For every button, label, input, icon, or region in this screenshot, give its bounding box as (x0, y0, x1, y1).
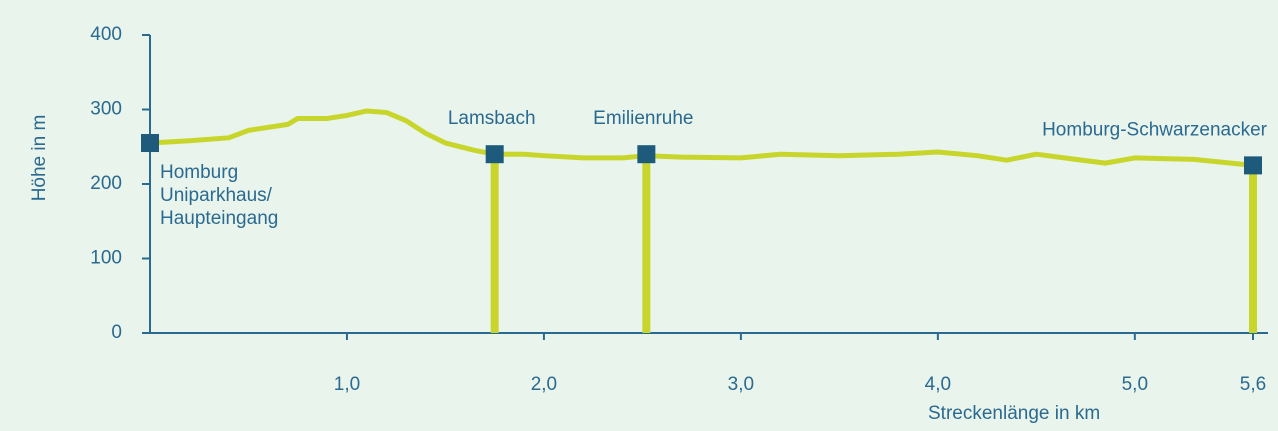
waypoint-marker (485, 145, 504, 164)
y-axis-title: Höhe in m (29, 115, 50, 202)
y-tick-label: 300 (90, 99, 122, 120)
x-tick-label: 4,0 (925, 374, 951, 395)
waypoint-label: Haupteingang (160, 208, 278, 229)
x-tick-label: 2,0 (531, 374, 557, 395)
x-axis-title: Streckenlänge in km (928, 403, 1100, 424)
waypoint-label: Homburg (160, 162, 238, 183)
waypoint-label: Uniparkhaus/ (160, 185, 273, 206)
waypoint-label: Emilienruhe (593, 108, 693, 129)
stem (490, 154, 499, 333)
y-tick-label: 0 (111, 322, 122, 343)
x-tick-label: 5,6 (1240, 374, 1266, 395)
stem (642, 154, 651, 333)
waypoint-marker (637, 145, 656, 164)
y-tick-label: 200 (90, 173, 122, 194)
waypoint-marker (1244, 156, 1262, 175)
x-tick-label: 1,0 (334, 374, 360, 395)
waypoint-label: Lamsbach (448, 108, 536, 129)
elevation-line (149, 108, 1254, 168)
waypoint-label: Homburg-Schwarzenacker (1042, 119, 1268, 140)
y-tick-label: 100 (90, 248, 122, 269)
stem (1249, 165, 1257, 333)
y-tick-label: 400 (90, 24, 122, 45)
waypoint-marker (141, 134, 159, 153)
x-tick-label: 5,0 (1122, 374, 1148, 395)
x-tick-label: 3,0 (728, 374, 754, 395)
